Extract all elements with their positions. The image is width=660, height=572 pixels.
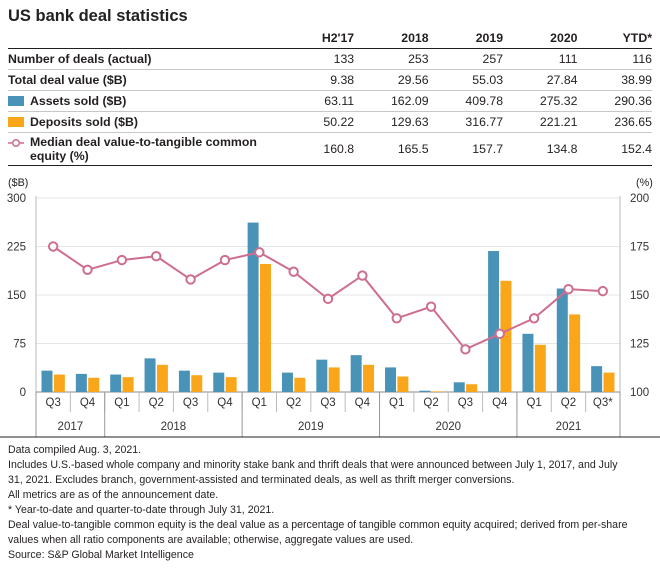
svg-text:Q4: Q4: [217, 397, 233, 409]
svg-text:2020: 2020: [435, 421, 461, 433]
svg-text:Q3: Q3: [458, 397, 473, 409]
svg-text:Q2: Q2: [149, 397, 164, 409]
svg-text:Q3: Q3: [46, 397, 61, 409]
svg-text:Q3: Q3: [183, 397, 198, 409]
svg-text:Q1: Q1: [389, 397, 404, 409]
svg-text:Q3: Q3: [320, 397, 335, 409]
svg-text:Q4: Q4: [80, 397, 96, 409]
svg-text:2019: 2019: [298, 421, 324, 433]
svg-text:150: 150: [7, 290, 26, 302]
svg-text:200: 200: [630, 193, 649, 205]
svg-text:Q2: Q2: [286, 397, 301, 409]
svg-text:Q1: Q1: [526, 397, 541, 409]
svg-text:Q4: Q4: [492, 397, 508, 409]
svg-text:2017: 2017: [58, 421, 84, 433]
svg-text:300: 300: [7, 193, 26, 205]
svg-text:Q4: Q4: [355, 397, 371, 409]
svg-text:2021: 2021: [556, 421, 582, 433]
svg-text:75: 75: [13, 339, 26, 351]
svg-text:Q1: Q1: [114, 397, 129, 409]
svg-text:Q3*: Q3*: [593, 397, 613, 409]
svg-text:Q2: Q2: [561, 397, 576, 409]
svg-text:225: 225: [7, 242, 26, 254]
svg-text:150: 150: [630, 290, 649, 302]
svg-text:2018: 2018: [161, 421, 187, 433]
svg-text:Q2: Q2: [423, 397, 438, 409]
svg-text:Q1: Q1: [252, 397, 267, 409]
svg-text:125: 125: [630, 339, 649, 351]
svg-text:175: 175: [630, 242, 649, 254]
